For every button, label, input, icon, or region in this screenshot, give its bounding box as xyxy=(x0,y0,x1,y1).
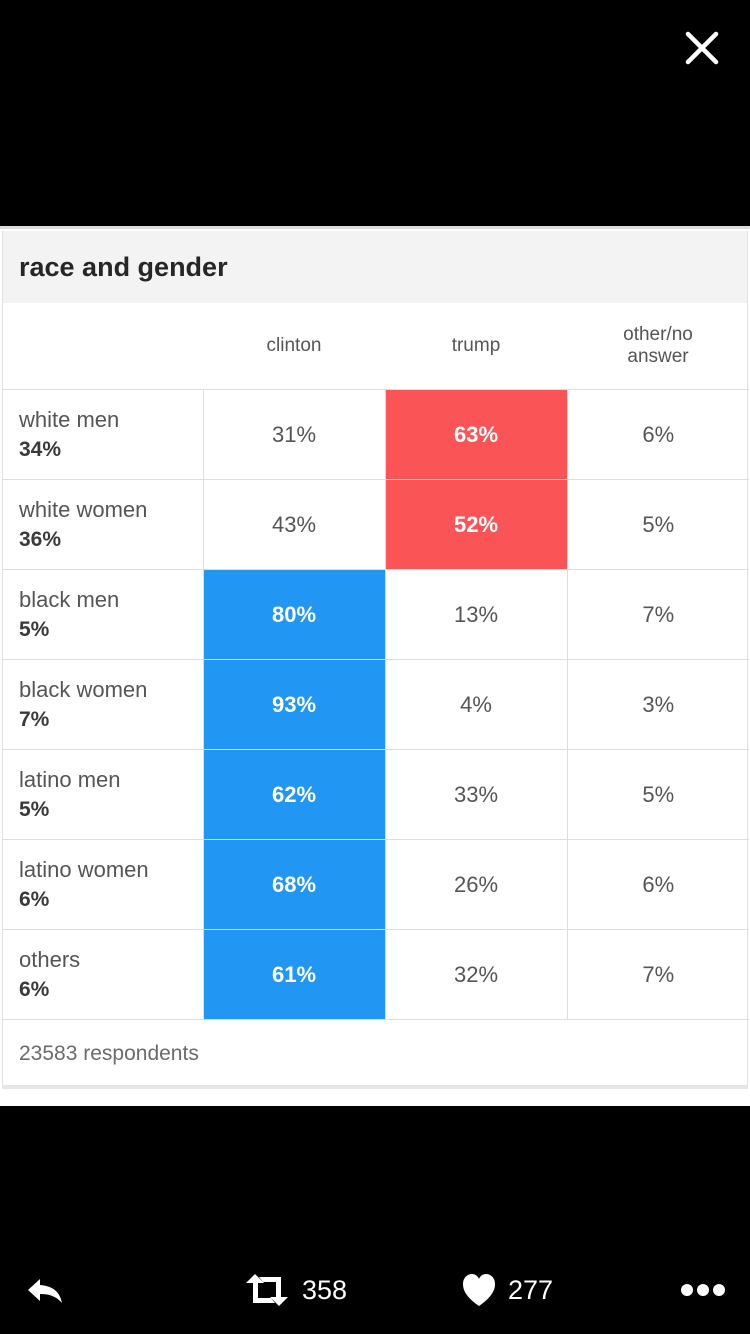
card-title: race and gender xyxy=(19,251,228,282)
group-label-cell: white women 36% xyxy=(3,479,204,570)
group-share: 36% xyxy=(19,527,62,551)
respondents-note: 23583 respondents xyxy=(19,1042,199,1065)
heart-icon xyxy=(463,1274,495,1306)
other-cell: 7% xyxy=(567,929,749,1020)
column-header-other-label: other/no answer xyxy=(623,324,693,367)
trump-cell: 4% xyxy=(385,659,568,750)
group-share: 34% xyxy=(19,437,62,461)
other-cell: 6% xyxy=(567,839,749,930)
clinton-cell: 61% xyxy=(203,929,386,1020)
group-label-cell: white men 34% xyxy=(3,389,204,480)
clinton-cell: 93% xyxy=(203,659,386,750)
table-row: black women 7% 93% 4% 3% xyxy=(3,659,749,750)
column-header-trump: trump xyxy=(385,303,567,390)
column-header-clinton: clinton xyxy=(203,303,385,390)
table-row: latino men 5% 62% 33% 5% xyxy=(3,749,749,840)
group-name: others xyxy=(19,946,81,972)
trump-cell: 26% xyxy=(385,839,568,930)
column-header-other: other/no answer xyxy=(567,303,749,390)
other-cell: 5% xyxy=(567,749,749,840)
retweet-icon xyxy=(246,1274,288,1306)
like-count: 277 xyxy=(508,1274,554,1305)
group-name: white men xyxy=(19,406,120,432)
group-share: 6% xyxy=(19,977,50,1001)
card-title-bar: race and gender xyxy=(3,231,747,303)
table-row: white men 34% 31% 63% 6% xyxy=(3,389,749,480)
reply-icon xyxy=(28,1279,62,1303)
group-name: latino men xyxy=(19,766,121,792)
other-cell: 7% xyxy=(567,569,749,660)
close-icon xyxy=(685,31,719,65)
group-share: 5% xyxy=(19,617,50,641)
table-row: latino women 6% 68% 26% 6% xyxy=(3,839,749,930)
group-name: black women xyxy=(19,676,148,702)
group-name: latino women xyxy=(19,856,149,882)
group-label-cell: black men 5% xyxy=(3,569,204,660)
group-label-cell: latino men 5% xyxy=(3,749,204,840)
clinton-cell: 43% xyxy=(203,479,386,570)
more-button[interactable] xyxy=(680,1262,726,1318)
retweet-count: 358 xyxy=(302,1274,348,1305)
clinton-cell: 62% xyxy=(203,749,386,840)
results-body: white men 34% 31% 63% 6% white women 36% 43% 52%… xyxy=(3,389,749,1020)
header-row: clinton trump other/no answer xyxy=(3,303,749,390)
clinton-cell: 68% xyxy=(203,839,386,930)
close-button[interactable] xyxy=(674,20,730,76)
group-share: 5% xyxy=(19,797,50,821)
like-button[interactable]: 277 xyxy=(462,1262,553,1318)
trump-cell: 52% xyxy=(385,479,568,570)
clinton-cell: 31% xyxy=(203,389,386,480)
table-row: black men 5% 80% 13% 7% xyxy=(3,569,749,660)
results-table: clinton trump other/no answer white men 3… xyxy=(3,303,749,1020)
trump-cell: 13% xyxy=(385,569,568,660)
table-row: white women 36% 43% 52% 5% xyxy=(3,479,749,570)
more-icon xyxy=(681,1284,725,1296)
retweet-button[interactable]: 358 xyxy=(244,1262,347,1318)
poll-card[interactable]: race and gender clinton trump other/no a… xyxy=(0,226,750,1106)
group-name: white women xyxy=(19,496,148,522)
other-cell: 6% xyxy=(567,389,749,480)
column-header-group xyxy=(3,303,203,390)
reply-button[interactable] xyxy=(24,1262,66,1318)
group-label-cell: black women 7% xyxy=(3,659,204,750)
other-cell: 5% xyxy=(567,479,749,570)
clinton-cell: 80% xyxy=(203,569,386,660)
trump-cell: 32% xyxy=(385,929,568,1020)
table-row: others 6% 61% 32% 7% xyxy=(3,929,749,1020)
poll-card-inner: race and gender clinton trump other/no a… xyxy=(2,231,749,1089)
group-label-cell: others 6% xyxy=(3,929,204,1020)
group-share: 7% xyxy=(19,707,50,731)
trump-cell: 63% xyxy=(385,389,568,480)
group-label-cell: latino women 6% xyxy=(3,839,204,930)
other-cell: 3% xyxy=(567,659,749,750)
group-share: 6% xyxy=(19,887,50,911)
group-name: black men xyxy=(19,586,120,612)
trump-cell: 33% xyxy=(385,749,568,840)
tweet-action-bar: 358 277 xyxy=(0,1262,750,1318)
